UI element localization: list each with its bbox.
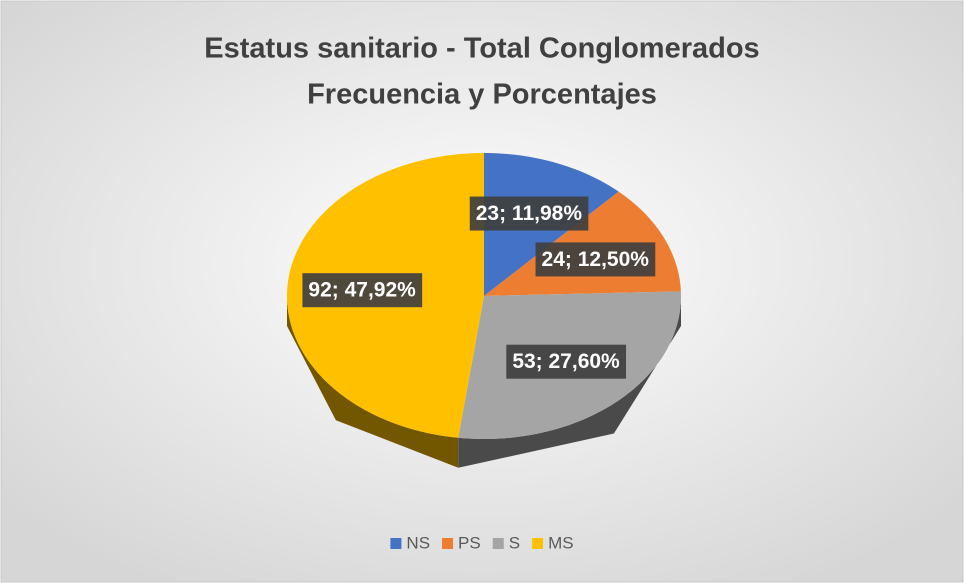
chart-subtitle: Frecuencia y Porcentajes xyxy=(307,79,657,111)
legend-swatch xyxy=(492,538,504,549)
data-label-bg xyxy=(302,273,423,308)
data-label: 53; 27,60% xyxy=(512,350,620,373)
data-label-bg xyxy=(535,242,656,277)
pie-slice-side xyxy=(287,296,459,468)
legend-label: MS xyxy=(548,533,574,552)
chart-title: Estatus sanitario - Total Conglomerados xyxy=(204,33,759,65)
legend-swatch xyxy=(532,538,544,549)
data-label-bg xyxy=(506,344,627,379)
data-label: 24; 12,50% xyxy=(542,248,650,271)
legend-label: NS xyxy=(406,533,430,552)
legend-swatch xyxy=(442,538,454,549)
legend-label: S xyxy=(509,533,520,552)
data-label: 23; 11,98% xyxy=(476,202,583,225)
data-label-bg xyxy=(469,196,589,231)
pie-slice-side xyxy=(458,296,681,468)
legend-swatch xyxy=(390,538,402,549)
legend-label: PS xyxy=(458,533,481,552)
data-label: 92; 47,92% xyxy=(308,279,416,302)
